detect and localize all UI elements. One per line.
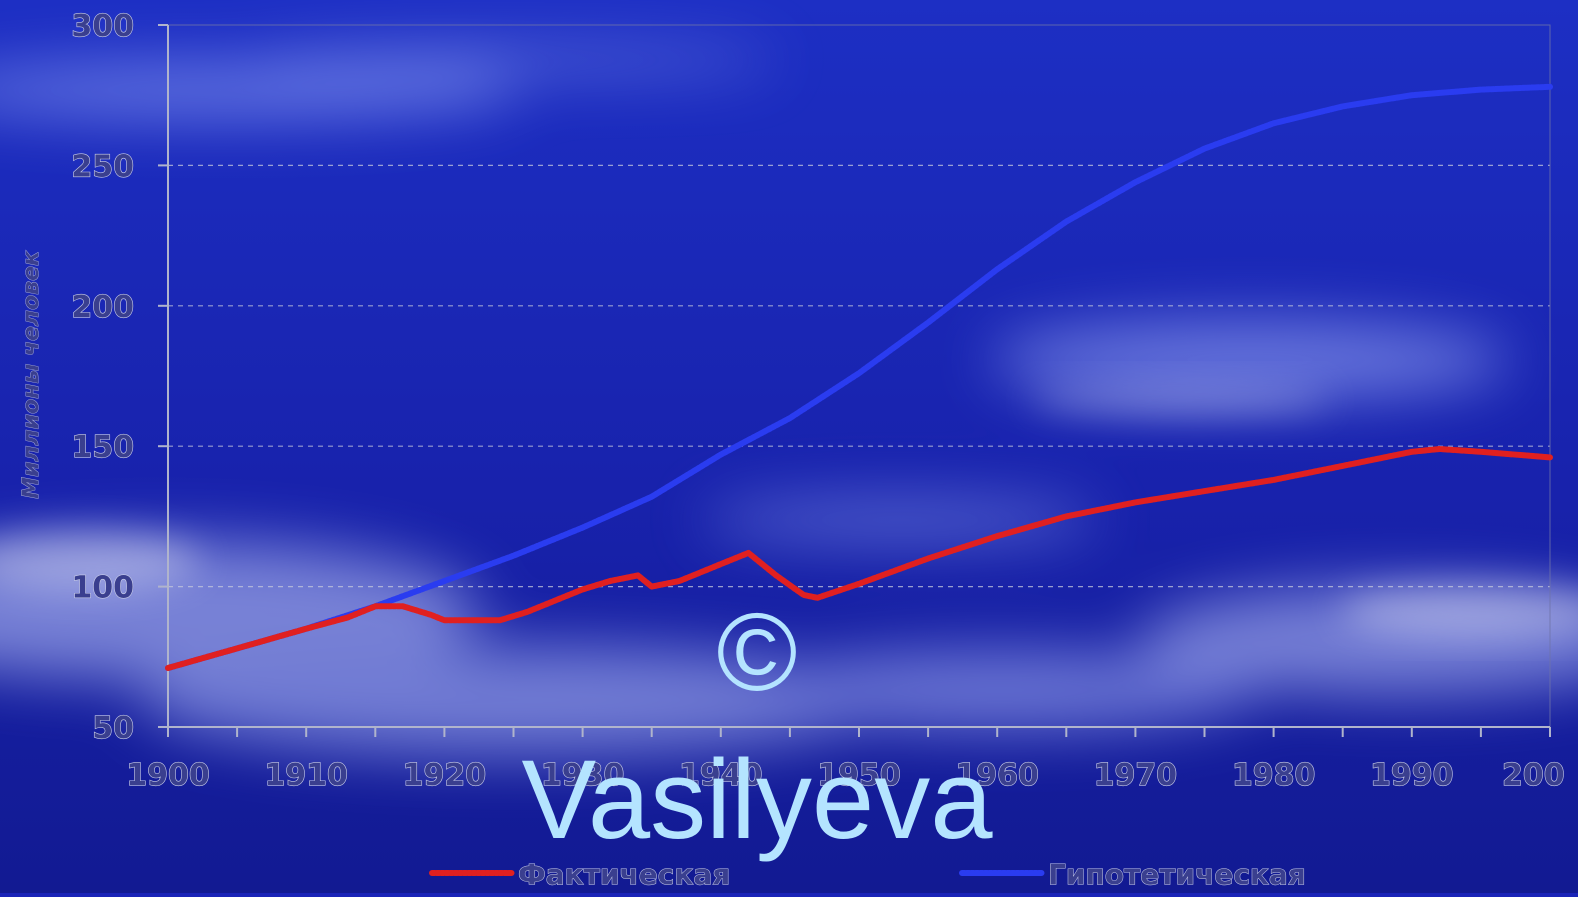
x-tick-label-1950: 1950 bbox=[817, 758, 901, 793]
x-tick-label-2000: 200 bbox=[1502, 758, 1565, 793]
legend-label-actual: Фактическая bbox=[518, 858, 730, 891]
y-tick-label-50: 50 bbox=[92, 711, 134, 746]
y-tick-label-200: 200 bbox=[71, 290, 134, 325]
x-tick-label-1910: 1910 bbox=[264, 758, 348, 793]
watermark: © Vasilyeva bbox=[521, 591, 993, 862]
x-tick-label-1980: 1980 bbox=[1232, 758, 1316, 793]
y-tick-labels: 50 100 150 200 250 300 bbox=[71, 8, 135, 746]
legend: Фактическая Гипотетическая bbox=[429, 858, 1306, 892]
x-tick-label-1990: 1990 bbox=[1370, 758, 1454, 793]
y-tick-label-250: 250 bbox=[71, 149, 134, 184]
x-tick-label-1970: 1970 bbox=[1094, 758, 1178, 793]
y-tick-label-100: 100 bbox=[71, 571, 134, 606]
series-line-actual bbox=[165, 446, 1553, 671]
y-tick-label-150: 150 bbox=[71, 430, 134, 465]
x-tick-label-1940: 1940 bbox=[679, 758, 763, 793]
y-axis-label: Миллионы человек bbox=[19, 250, 44, 499]
watermark-name: Vasilyeva bbox=[521, 737, 993, 862]
x-tick-label-1960: 1960 bbox=[955, 758, 1039, 793]
series-line-hypothetical bbox=[165, 83, 1553, 671]
watermark-copyright: © bbox=[716, 591, 797, 714]
series-lines bbox=[165, 83, 1553, 671]
legend-label-hypothetical: Гипотетическая bbox=[1048, 858, 1306, 891]
x-tick-labels: 1900 1910 1920 1930 1940 1950 1960 1970 1980 1990… bbox=[126, 757, 1566, 793]
x-tick-label-1930: 1930 bbox=[541, 758, 625, 793]
y-tick-label-300: 300 bbox=[71, 9, 134, 44]
x-tick-label-1900: 1900 bbox=[126, 758, 210, 793]
x-tick-label-1920: 1920 bbox=[403, 758, 487, 793]
axes bbox=[158, 24, 1551, 737]
